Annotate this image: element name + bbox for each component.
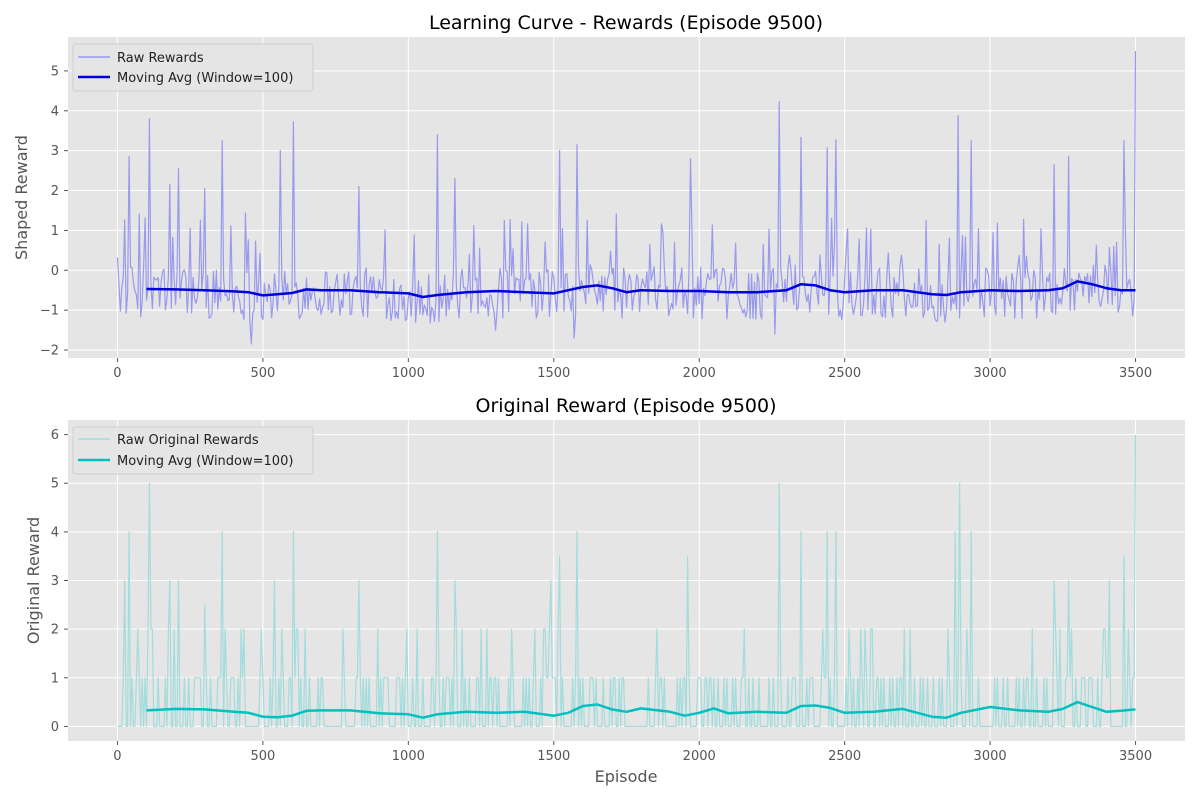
raw-rewards-series [116,50,1137,345]
legend: Raw Original Rewards Moving Avg (Window=… [72,426,314,475]
x-tick-label: 500 [250,749,275,764]
legend-avg-label: Moving Avg (Window=100) [117,454,293,469]
legend-box [72,43,314,92]
original-reward-axes: 0 500 1000 1500 2000 2500 3000 3500 0 1 2 3 4 5 6 Orig… [24,395,1185,786]
ticks: 0 500 1000 1500 2000 2500 3000 3500 −2 −1 0 1 2 3 4 5 [40,64,1152,381]
x-tick-label: 0 [113,366,121,381]
y-tick-label: 5 [51,64,59,79]
x-tick-label: 1000 [392,366,425,381]
x-tick-label: 1000 [392,749,425,764]
x-axis-label: Episode [595,767,658,786]
y-axis-label: Original Reward [24,517,43,644]
y-tick-label: 6 [51,428,59,443]
y-tick-label: 0 [51,720,59,735]
y-tick-label: 0 [51,264,59,279]
moving-avg-line [146,280,1136,299]
y-tick-label: 1 [51,224,59,239]
shaped-reward-axes: 0 500 1000 1500 2000 2500 3000 3500 −2 −1 0 1 2 3 4 5 L… [12,12,1185,381]
x-tick-label: 1500 [537,749,570,764]
x-tick-label: 3000 [974,749,1007,764]
y-tick-label: 3 [51,144,59,159]
x-tick-label: 3000 [974,366,1007,381]
y-axis-label: Shaped Reward [12,135,31,260]
x-tick-label: 2000 [683,366,716,381]
x-tick-label: 0 [113,749,121,764]
legend-raw-label: Raw Original Rewards [117,433,259,448]
y-tick-label: −2 [40,344,59,359]
y-tick-label: 2 [51,623,59,638]
y-tick-label: 2 [51,184,59,199]
y-tick-label: 1 [51,671,59,686]
y-tick-label: −1 [40,304,59,319]
y-tick-label: 5 [51,477,59,492]
y-tick-label: 4 [51,104,59,119]
ticks: 0 500 1000 1500 2000 2500 3000 3500 0 1 2 3 4 5 6 [51,428,1152,764]
x-tick-label: 500 [250,366,275,381]
x-tick-label: 1500 [537,366,570,381]
x-tick-label: 2000 [683,749,716,764]
moving-avg-series [146,700,1136,719]
y-tick-label: 3 [51,574,59,589]
moving-avg-series [146,280,1136,299]
legend-box [72,426,314,475]
raw-original-rewards-series [117,434,1137,728]
raw-series-line [117,434,1137,728]
legend-avg-label: Moving Avg (Window=100) [117,71,293,86]
x-tick-label: 2500 [828,366,861,381]
plot-title: Original Reward (Episode 9500) [475,395,776,417]
y-tick-label: 4 [51,525,59,540]
legend-raw-label: Raw Rewards [117,51,204,66]
x-tick-label: 3500 [1119,366,1152,381]
x-tick-label: 3500 [1119,749,1152,764]
moving-avg-line [146,700,1136,719]
legend: Raw Rewards Moving Avg (Window=100) [72,43,314,92]
x-tick-label: 2500 [828,749,861,764]
raw-series-line [116,50,1137,345]
plot-title: Learning Curve - Rewards (Episode 9500) [429,12,823,34]
